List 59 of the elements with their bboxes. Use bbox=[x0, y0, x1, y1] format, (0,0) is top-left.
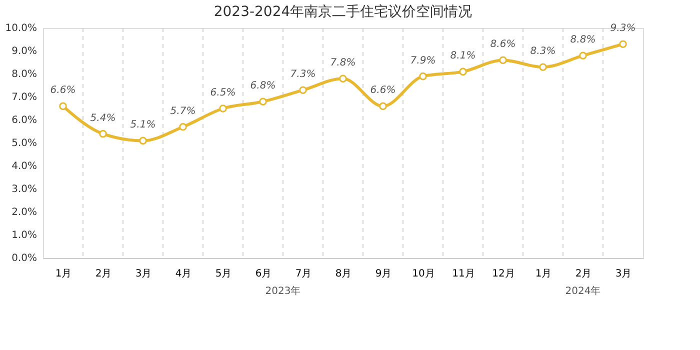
point bbox=[179, 122, 187, 131]
point bbox=[619, 40, 627, 48]
y-tick-label: 10.0% bbox=[5, 23, 37, 34]
y-tick-label: 9.0% bbox=[12, 46, 37, 57]
point bbox=[299, 86, 307, 94]
y-tick-label: 7.0% bbox=[12, 92, 37, 103]
data-label: 8.1% bbox=[450, 50, 476, 62]
data-label: 8.6% bbox=[490, 39, 516, 50]
point bbox=[59, 102, 67, 110]
point bbox=[539, 63, 547, 72]
point bbox=[419, 72, 427, 80]
text: 2024年 bbox=[565, 285, 601, 297]
chart-title: 2023-2024年南京二手住宅议价空间情况 bbox=[214, 4, 472, 20]
y-tick-label: 5.0% bbox=[12, 138, 37, 149]
x-tick-label: 12月 bbox=[492, 268, 515, 280]
data-label: 6.6% bbox=[50, 85, 76, 96]
point bbox=[339, 74, 347, 83]
data-label: 9.3% bbox=[610, 23, 636, 34]
y-tick-label: 0.0% bbox=[12, 253, 37, 264]
data-label: 7.8% bbox=[330, 58, 356, 69]
x-tick-label: 8月 bbox=[335, 268, 352, 280]
x-tick-label: 1月 bbox=[535, 268, 552, 280]
data-label: 5.1% bbox=[130, 120, 156, 131]
x-tick-label: 6月 bbox=[255, 268, 272, 280]
text: 2023年 bbox=[265, 285, 301, 297]
point bbox=[379, 102, 387, 110]
x-tick-label: 3月 bbox=[135, 268, 152, 280]
y-tick-label: 1.0% bbox=[12, 230, 37, 241]
point bbox=[579, 52, 587, 60]
point bbox=[259, 98, 267, 106]
x-tick-label: 4月 bbox=[175, 268, 192, 280]
point bbox=[219, 104, 227, 112]
y-tick-label: 3.0% bbox=[12, 184, 37, 195]
data-label: 7.9% bbox=[410, 55, 436, 66]
point bbox=[499, 56, 507, 64]
data-label: 7.3% bbox=[290, 69, 316, 80]
x-tick-label: 5月 bbox=[215, 268, 232, 280]
x-tick-label: 9月 bbox=[375, 268, 392, 280]
data-label: 5.7% bbox=[170, 106, 196, 117]
data-label: 6.5% bbox=[210, 88, 236, 98]
x-tick-label: 7月 bbox=[295, 268, 312, 280]
y-tick-label: 8.0% bbox=[12, 69, 37, 80]
data-label: 8.3% bbox=[530, 46, 556, 58]
point bbox=[139, 136, 147, 145]
data-label: 6.8% bbox=[250, 80, 276, 92]
data-label: 5.4% bbox=[90, 112, 116, 124]
x-tick-label: 1月 bbox=[55, 268, 72, 280]
y-tick-label: 2.0% bbox=[12, 207, 37, 218]
x-tick-label: 11月 bbox=[452, 268, 475, 280]
point bbox=[99, 130, 107, 138]
x-tick-label: 10月 bbox=[412, 268, 435, 280]
data-label: 8.8% bbox=[570, 34, 596, 46]
data-label: 6.6% bbox=[370, 85, 396, 96]
x-tick-label: 2月 bbox=[95, 268, 112, 280]
x-tick-label: 2月 bbox=[575, 268, 592, 280]
x-tick-label: 3月 bbox=[615, 268, 632, 280]
point bbox=[459, 68, 467, 76]
y-tick-label: 6.0% bbox=[12, 115, 37, 126]
y-tick-label: 4.0% bbox=[12, 161, 37, 172]
